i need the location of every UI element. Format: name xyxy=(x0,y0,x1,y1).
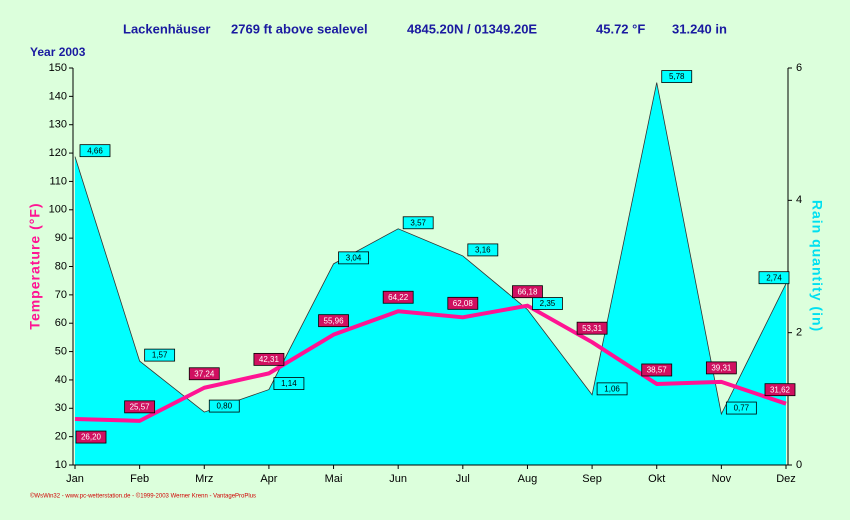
x-tick-label: Okt xyxy=(648,473,665,485)
value-label: 38,57 xyxy=(647,366,668,375)
y-axis-label: Temperature (°F) xyxy=(27,202,43,329)
y-tick-label: 20 xyxy=(55,431,67,443)
y-tick-label: 80 xyxy=(55,260,67,272)
y2-axis-label: Rain quantity (in) xyxy=(809,200,825,332)
y-tick-label: 10 xyxy=(55,459,67,471)
mean-temperature: 45.72 °F xyxy=(596,21,645,36)
x-tick-label: Feb xyxy=(130,473,149,485)
value-label-box xyxy=(208,399,240,413)
value-label: 0,77 xyxy=(734,404,750,413)
x-tick-label: Sep xyxy=(582,473,602,485)
value-label: 66,18 xyxy=(517,287,538,296)
value-label-box xyxy=(576,321,608,335)
value-label: 37,24 xyxy=(194,369,215,378)
y2-tick-label: 0 xyxy=(796,459,802,471)
value-label-box xyxy=(758,271,790,285)
value-label-box xyxy=(725,401,757,415)
y-tick-label: 30 xyxy=(55,402,67,414)
value-label-box xyxy=(512,285,543,299)
y2-tick-label: 4 xyxy=(796,194,802,206)
x-tick-label: Mai xyxy=(325,473,343,485)
y-tick-label: 90 xyxy=(55,232,67,244)
value-label: 25,57 xyxy=(130,402,151,411)
value-label-box xyxy=(596,382,628,396)
x-tick-label: Jul xyxy=(456,473,470,485)
value-label-box xyxy=(641,363,673,377)
y-tick-label: 50 xyxy=(55,345,67,357)
value-label-box xyxy=(79,144,111,158)
x-tick-label: Nov xyxy=(712,473,732,485)
y-tick-label: 60 xyxy=(55,317,67,329)
y-tick-label: 100 xyxy=(49,204,67,216)
value-label: 1,57 xyxy=(152,351,168,360)
y-tick-label: 70 xyxy=(55,289,67,301)
y-tick-label: 40 xyxy=(55,374,67,386)
value-label-box xyxy=(253,352,285,366)
y-tick-label: 150 xyxy=(49,62,67,74)
value-label-box xyxy=(447,296,479,310)
value-label: 31,62 xyxy=(770,385,791,394)
value-label-box xyxy=(705,361,737,375)
value-label: 0,80 xyxy=(216,402,232,411)
y-tick-label: 140 xyxy=(49,90,67,102)
coordinates: 4845.20N / 01349.20E xyxy=(407,21,537,36)
x-tick-label: Mrz xyxy=(195,473,213,485)
x-tick-label: Jun xyxy=(389,473,407,485)
value-label-box xyxy=(318,314,349,328)
y-tick-label: 110 xyxy=(49,175,67,187)
value-label: 4,66 xyxy=(87,146,103,155)
y-tick-label: 130 xyxy=(49,119,67,131)
value-label-box xyxy=(124,400,156,414)
total-rain: 31.240 in xyxy=(672,21,727,36)
value-label: 5,78 xyxy=(669,72,685,81)
value-label-box xyxy=(188,367,220,381)
x-tick-label: Dez xyxy=(776,473,796,485)
value-label-box xyxy=(75,430,107,444)
value-label-box xyxy=(273,377,305,390)
value-label: 1,06 xyxy=(604,384,620,393)
value-label: 62,08 xyxy=(453,299,474,308)
year: Year 2003 xyxy=(30,45,86,59)
station-name: Lackenhäuser xyxy=(123,21,210,36)
rain-area xyxy=(75,82,786,465)
value-label-box xyxy=(764,383,796,397)
value-label: 26,20 xyxy=(81,433,102,442)
value-label-box xyxy=(467,243,499,257)
value-label: 64,22 xyxy=(388,293,409,302)
y2-tick-label: 2 xyxy=(796,327,802,339)
value-label: 42,31 xyxy=(259,355,280,364)
x-tick-label: Jan xyxy=(66,473,84,485)
y2-tick-label: 6 xyxy=(796,62,802,74)
y-tick-label: 120 xyxy=(49,147,67,159)
value-label-box xyxy=(661,70,693,83)
value-label-box xyxy=(382,290,414,304)
value-label: 3,04 xyxy=(346,253,362,262)
temperature-line xyxy=(74,303,787,423)
rain-outline xyxy=(74,82,787,416)
value-label: 3,57 xyxy=(410,218,426,227)
x-tick-label: Apr xyxy=(260,473,277,485)
altitude: 2769 ft above sealevel xyxy=(231,21,368,36)
value-label: 53,31 xyxy=(582,324,603,333)
value-label: 1,14 xyxy=(281,379,297,388)
value-label: 2,74 xyxy=(766,273,782,282)
value-label-box xyxy=(402,216,434,230)
value-label-box xyxy=(532,297,563,310)
value-label: 2,35 xyxy=(540,299,556,308)
value-label: 39,31 xyxy=(711,363,732,372)
value-label-box xyxy=(338,251,369,265)
footer: ©WsWin32 - www.pc-wetterstation.de - ©19… xyxy=(30,493,256,500)
value-label: 55,96 xyxy=(324,316,345,325)
value-label: 3,16 xyxy=(475,246,491,255)
x-tick-label: Aug xyxy=(518,473,538,485)
value-label-box xyxy=(144,348,176,362)
